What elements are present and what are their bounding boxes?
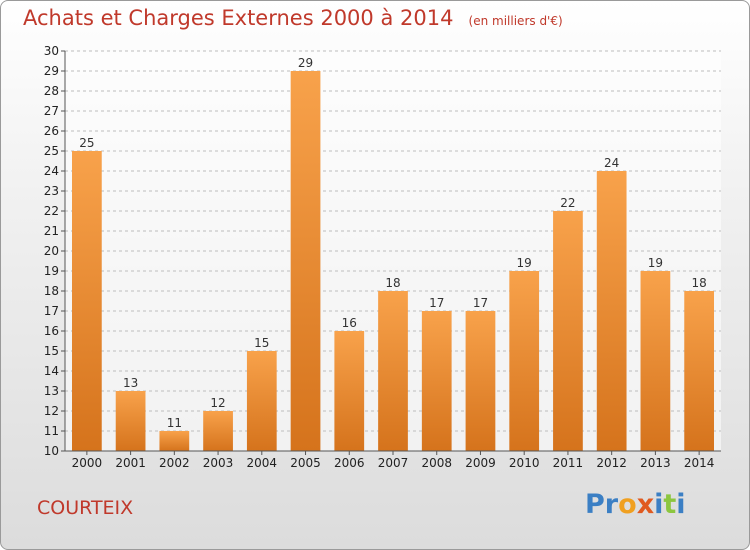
bar-2012 (597, 171, 627, 451)
data-label: 18 (691, 276, 706, 290)
x-tick-label: 2002 (159, 456, 190, 470)
data-label: 24 (604, 156, 619, 170)
x-tick-label: 2005 (290, 456, 321, 470)
x-tick-label: 2009 (465, 456, 496, 470)
proxiti-logo: Proxiti (585, 489, 686, 520)
bar-2011 (553, 211, 583, 451)
data-label: 13 (123, 376, 138, 390)
data-label: 19 (648, 256, 663, 270)
bar-2009 (466, 311, 496, 451)
bar-2000 (72, 151, 102, 451)
y-tick-label: 12 (44, 404, 59, 418)
y-axis: 10 11 12 13 14 15 16 17 18 19 20 21 22 23 24 25 26 27 28 29… (44, 44, 65, 458)
y-tick-label: 16 (44, 324, 59, 338)
bar-2008 (422, 311, 452, 451)
data-label: 16 (342, 316, 357, 330)
y-tick-label: 14 (44, 364, 59, 378)
y-tick-label: 15 (44, 344, 59, 358)
x-tick-label: 2014 (684, 456, 715, 470)
data-label: 17 (473, 296, 488, 310)
y-tick-label: 27 (44, 104, 59, 118)
y-tick-label: 23 (44, 184, 59, 198)
y-tick-label: 20 (44, 244, 59, 258)
y-tick-label: 26 (44, 124, 59, 138)
x-tick-label: 2006 (334, 456, 365, 470)
x-tick-label: 2008 (421, 456, 452, 470)
y-tick-label: 25 (44, 144, 59, 158)
location-name: COURTEIX (37, 497, 133, 519)
bar-2003 (203, 411, 233, 451)
bar-2005 (291, 71, 321, 451)
bar-2010 (509, 271, 539, 451)
x-tick-label: 2000 (72, 456, 103, 470)
y-tick-label: 18 (44, 284, 59, 298)
y-tick-label: 11 (44, 424, 59, 438)
data-label: 17 (429, 296, 444, 310)
data-label: 29 (298, 56, 313, 70)
data-label: 12 (210, 396, 225, 410)
bar-2002 (159, 431, 189, 451)
logo-letter: i (654, 489, 663, 520)
bar-2004 (247, 351, 277, 451)
logo-letter: x (637, 489, 654, 520)
y-tick-label: 29 (44, 64, 59, 78)
data-label: 25 (79, 136, 94, 150)
data-label: 11 (167, 416, 182, 430)
y-tick-label: 21 (44, 224, 59, 238)
bar-2001 (116, 391, 146, 451)
x-tick-label: 2013 (640, 456, 671, 470)
y-tick-label: 17 (44, 304, 59, 318)
logo-letter: i (676, 489, 685, 520)
bar-2013 (641, 271, 671, 451)
x-tick-label: 2004 (247, 456, 278, 470)
x-axis: 2000 2001 2002 2003 2004 2005 2006 2007 2008 2009… (65, 451, 721, 470)
logo-letter: r (605, 489, 618, 520)
y-tick-label: 24 (44, 164, 59, 178)
data-label: 18 (385, 276, 400, 290)
x-tick-label: 2001 (115, 456, 146, 470)
data-label: 19 (517, 256, 532, 270)
y-tick-label: 28 (44, 84, 59, 98)
data-label: 15 (254, 336, 269, 350)
y-tick-label: 13 (44, 384, 59, 398)
x-tick-label: 2011 (553, 456, 584, 470)
logo-letter: o (618, 489, 637, 520)
y-tick-label: 19 (44, 264, 59, 278)
y-tick-label: 22 (44, 204, 59, 218)
logo-letter: t (663, 489, 676, 520)
x-tick-label: 2007 (378, 456, 409, 470)
logo-letter: P (585, 489, 605, 520)
x-tick-label: 2012 (596, 456, 627, 470)
x-tick-label: 2010 (509, 456, 540, 470)
x-tick-label: 2003 (203, 456, 234, 470)
bar-2007 (378, 291, 408, 451)
y-tick-label: 10 (44, 444, 59, 458)
bar-2014 (684, 291, 714, 451)
bar-2006 (334, 331, 364, 451)
data-label: 22 (560, 196, 575, 210)
y-tick-label: 30 (44, 44, 59, 58)
